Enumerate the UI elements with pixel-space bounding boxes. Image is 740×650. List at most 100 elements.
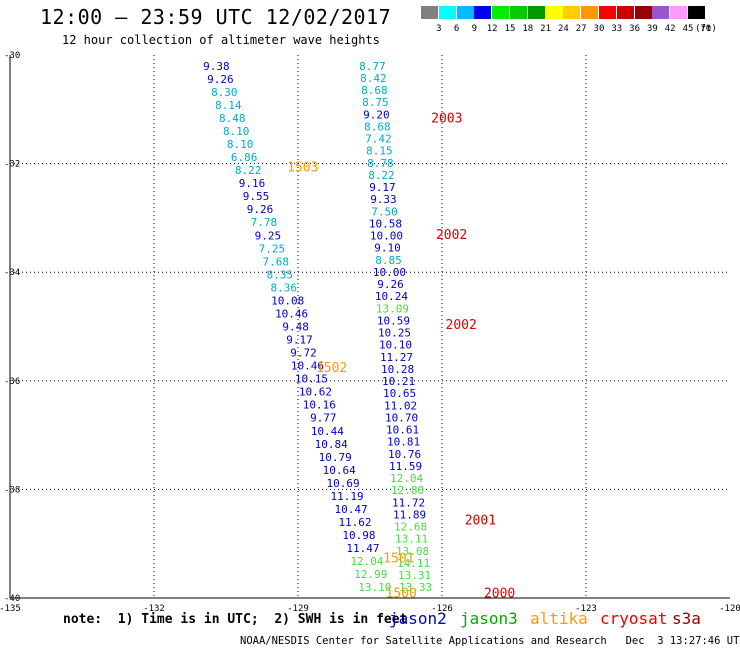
colorbar-swatch bbox=[421, 6, 438, 19]
wave-height-label: 13.31 bbox=[398, 569, 431, 582]
wave-height-label: 9.26 bbox=[377, 278, 404, 291]
wave-height-label: 8.10 bbox=[227, 138, 254, 151]
wave-height-label: 7.50 bbox=[371, 205, 398, 218]
wave-height-label: 10.64 bbox=[323, 464, 356, 477]
wave-height-label: 10.47 bbox=[334, 503, 367, 516]
wave-height-label: 10.16 bbox=[303, 399, 336, 412]
wave-height-label: 8.78 bbox=[367, 157, 394, 170]
y-tick-label: -40 bbox=[4, 594, 20, 604]
colorbar-label: 70 bbox=[700, 24, 712, 34]
wave-height-label: 6.86 bbox=[231, 151, 258, 164]
wave-height-label: 9.48 bbox=[282, 321, 309, 334]
colorbar-swatch bbox=[527, 6, 545, 19]
wave-height-label: 8.36 bbox=[270, 281, 297, 294]
wave-height-label: 8.10 bbox=[223, 125, 250, 138]
wave-height-label: 10.08 bbox=[271, 294, 304, 307]
x-tick-label: -123 bbox=[575, 604, 597, 614]
wave-height-label: 8.22 bbox=[368, 169, 395, 182]
y-tick-label: -30 bbox=[4, 51, 20, 61]
colorbar-label: 21 bbox=[540, 24, 552, 34]
wave-height-label: 8.48 bbox=[219, 112, 246, 125]
time-label: 1503 bbox=[287, 160, 318, 175]
y-tick-label: -36 bbox=[4, 377, 20, 387]
wave-height-label: 9.55 bbox=[243, 190, 270, 203]
colorbar-swatch bbox=[438, 6, 456, 19]
wave-height-label: 10.62 bbox=[299, 386, 332, 399]
wave-height-label: 12.04 bbox=[390, 472, 423, 485]
wave-height-label: 10.21 bbox=[382, 375, 415, 388]
colorbar-swatch bbox=[510, 6, 527, 19]
colorbar-label: 15 bbox=[504, 24, 516, 34]
colorbar-label: 3 bbox=[436, 24, 442, 34]
wave-height-label: 10.58 bbox=[369, 217, 402, 230]
wave-height-label: 13.10 bbox=[358, 581, 391, 594]
wave-height-label: 8.77 bbox=[359, 60, 386, 73]
wave-height-label: 11.27 bbox=[380, 351, 413, 364]
wave-height-label: 8.68 bbox=[361, 84, 388, 97]
wave-height-label: 12.80 bbox=[391, 484, 424, 497]
colorbar-swatch bbox=[474, 6, 492, 19]
colorbar-swatch bbox=[563, 6, 581, 19]
colorbar-swatch bbox=[456, 6, 474, 19]
wave-height-label: 7.68 bbox=[263, 255, 290, 268]
wave-height-label: 10.84 bbox=[315, 438, 348, 451]
time-label: 2002 bbox=[436, 228, 467, 243]
y-tick-label: -38 bbox=[4, 485, 20, 495]
wave-height-label: 7.25 bbox=[259, 242, 286, 255]
chart-title: 12:00 – 23:59 UTC 12/02/2017 bbox=[40, 5, 392, 29]
wave-height-label: 12.99 bbox=[354, 568, 387, 581]
x-tick-label: -120 bbox=[719, 604, 740, 614]
wave-height-label: 10.28 bbox=[381, 363, 414, 376]
wave-height-label: 13.09 bbox=[376, 302, 409, 315]
colorbar-label: (ft) bbox=[695, 24, 717, 34]
colorbar-swatch bbox=[599, 6, 616, 19]
wave-height-label: 9.10 bbox=[374, 242, 401, 255]
wave-height-label: 10.00 bbox=[370, 230, 403, 243]
legend-jason2: jason2 bbox=[389, 609, 447, 628]
wave-height-label: 8.22 bbox=[235, 164, 262, 177]
colorbar-swatch bbox=[616, 6, 634, 19]
time-label: 1501 bbox=[383, 551, 414, 566]
wave-height-label: 14.11 bbox=[397, 557, 430, 570]
wave-height-label: 11.47 bbox=[346, 542, 379, 555]
wave-height-label: 9.72 bbox=[290, 347, 317, 360]
time-label: 2002 bbox=[446, 318, 477, 333]
colorbar-swatch bbox=[492, 6, 510, 19]
wave-height-label: 7.42 bbox=[365, 133, 392, 146]
x-tick-label: -135 bbox=[0, 604, 21, 614]
colorbar-swatch bbox=[545, 6, 563, 19]
wave-height-label: 8.68 bbox=[364, 120, 391, 133]
legend-s3a: s3a bbox=[672, 609, 701, 628]
wave-height-label: 11.02 bbox=[384, 399, 417, 412]
wave-height-label: 9.33 bbox=[370, 193, 397, 206]
wave-height-label: 12.68 bbox=[394, 521, 427, 534]
wave-height-label: 8.30 bbox=[211, 86, 238, 99]
colorbar-label: 45 bbox=[682, 24, 694, 34]
colorbar-swatch bbox=[688, 6, 705, 19]
wave-height-label: 10.76 bbox=[388, 448, 421, 461]
y-tick-label: -32 bbox=[4, 160, 20, 170]
x-tick-label: -126 bbox=[431, 604, 453, 614]
wave-height-label: 9.26 bbox=[247, 203, 274, 216]
time-label: 1502 bbox=[316, 361, 347, 376]
units-note: note: 1) Time is in UTC; 2) SWH is in fe… bbox=[63, 612, 408, 627]
x-tick-label: -132 bbox=[143, 604, 165, 614]
legend-cryosat: cryosat bbox=[600, 609, 668, 628]
colorbar-swatch bbox=[652, 6, 670, 19]
wave-height-label: 10.24 bbox=[375, 290, 408, 303]
wave-height-label: 10.25 bbox=[378, 327, 411, 340]
wave-height-label: 13.11 bbox=[395, 533, 428, 546]
colorbar-label: 6 bbox=[453, 24, 460, 34]
wave-height-label: 10.46 bbox=[275, 307, 308, 320]
wave-height-label: 13.08 bbox=[396, 545, 429, 558]
wave-height-label: 13.33 bbox=[399, 581, 432, 594]
time-label: 2003 bbox=[431, 111, 462, 126]
wave-height-label: 10.70 bbox=[385, 411, 418, 424]
colorbar-label: 9 bbox=[471, 24, 478, 34]
wave-height-label: 9.16 bbox=[239, 177, 266, 190]
colorbar-swatch bbox=[581, 6, 599, 19]
wave-height-label: 9.26 bbox=[207, 73, 234, 86]
footer-credit: NOAA/NESDIS Center for Satellite Applica… bbox=[240, 635, 740, 647]
wave-height-label: 8.35 bbox=[267, 268, 294, 281]
